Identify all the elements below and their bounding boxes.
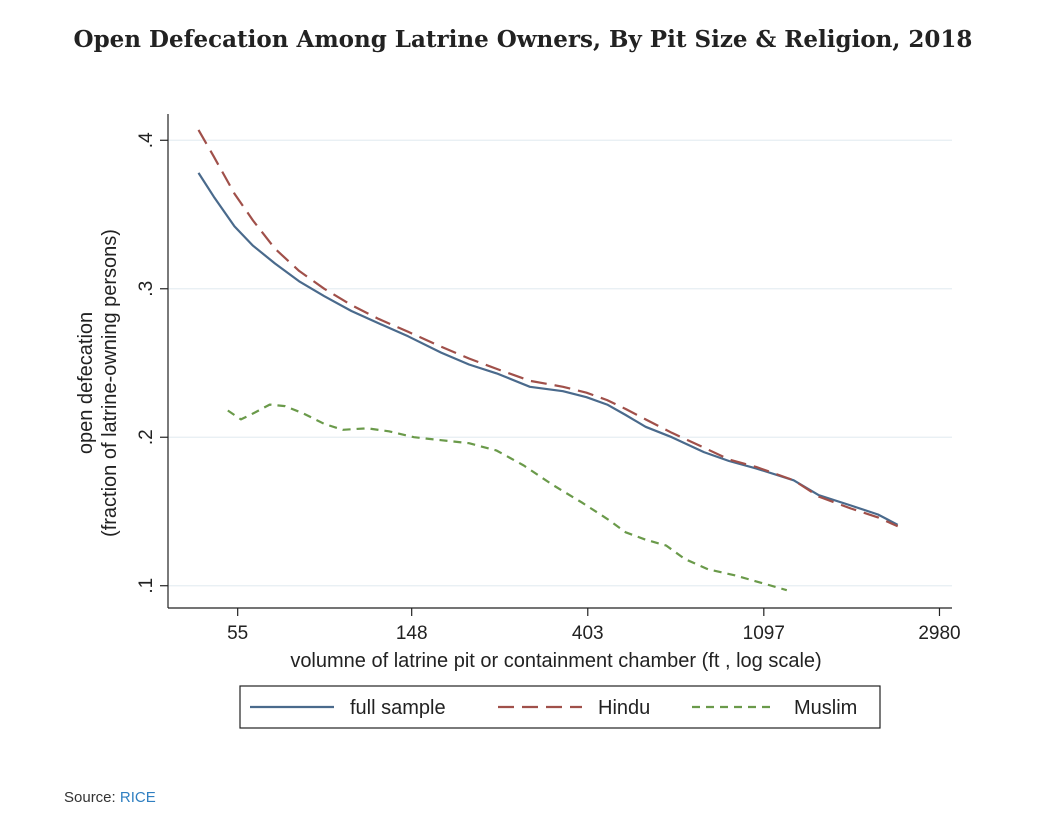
series-line-hindu	[197, 129, 899, 528]
line-chart: .1 .2 .3 .4 55 148 403 1097 2980 volumne of latri…	[75, 114, 961, 729]
axis-labels: .1 .2 .3 .4 55 148 403 1097 2980 volumne of latri…	[75, 132, 961, 672]
series-lines	[197, 129, 899, 592]
chart-container: .1 .2 .3 .4 55 148 403 1097 2980 volumne of latri…	[60, 70, 980, 770]
y-axis-label-line1: open defecation	[75, 312, 97, 454]
legend-label: Hindu	[598, 697, 650, 719]
y-tick-label: .4	[136, 132, 157, 148]
x-tick-label: 55	[227, 623, 248, 644]
axes	[160, 114, 952, 616]
series-line-muslim	[227, 403, 788, 592]
y-tick-label: .3	[136, 281, 157, 297]
grid-lines	[168, 139, 952, 587]
source-prefix: Source:	[64, 789, 116, 806]
source-note: Source: RICE	[64, 789, 156, 806]
y-axis-label-line2: (fraction of latrine-owning persons)	[99, 229, 121, 537]
series-line-full-sample	[197, 172, 899, 526]
y-tick-label: .2	[136, 429, 157, 445]
x-tick-label: 148	[396, 623, 428, 644]
y-tick-label: .1	[136, 578, 157, 594]
x-tick-label: 1097	[743, 623, 785, 644]
legend: full sample Hindu Muslim	[239, 685, 881, 729]
x-axis-label: volumne of latrine pit or containment ch…	[290, 650, 821, 672]
legend-label: Muslim	[794, 697, 857, 719]
chart-title: Open Defecation Among Latrine Owners, By…	[73, 26, 973, 53]
x-tick-label: 2980	[918, 623, 960, 644]
source-link[interactable]: RICE	[119, 789, 156, 806]
x-tick-label: 403	[572, 623, 604, 644]
legend-label: full sample	[350, 697, 446, 719]
